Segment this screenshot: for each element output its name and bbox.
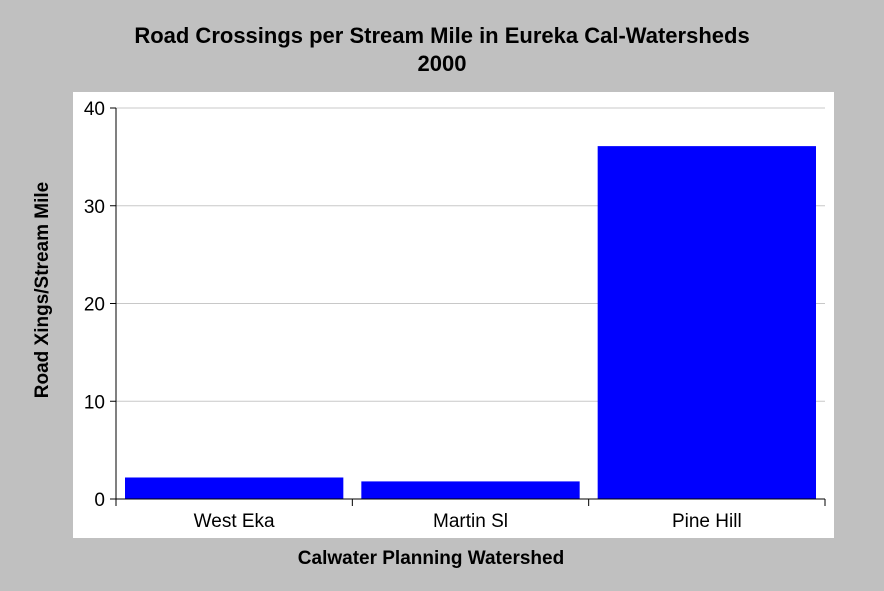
y-tick-label-0: 0 xyxy=(94,490,105,511)
x-tick-label-2: Pine Hill xyxy=(672,511,742,532)
y-tick-label-3: 30 xyxy=(84,197,105,218)
y-tick-label-2: 20 xyxy=(84,295,105,316)
chart-subtitle: 2000 xyxy=(417,51,467,76)
x-tick-label-1: Martin Sl xyxy=(433,511,508,532)
bar-0 xyxy=(125,477,344,499)
y-tick-label-1: 10 xyxy=(84,392,105,413)
y-axis-label: Road Xings/Stream Mile xyxy=(32,181,53,399)
x-tick-label-0: West Eka xyxy=(194,511,275,532)
chart-title-line: Road Crossings per Stream Mile in Eureka… xyxy=(134,23,750,48)
bar-1 xyxy=(361,481,580,499)
chart-title: Road Crossings per Stream Mile in Eureka… xyxy=(0,22,884,78)
y-tick-label-4: 40 xyxy=(84,99,105,120)
x-axis-label: Calwater Planning Watershed xyxy=(297,548,565,569)
bar-2 xyxy=(597,146,816,499)
